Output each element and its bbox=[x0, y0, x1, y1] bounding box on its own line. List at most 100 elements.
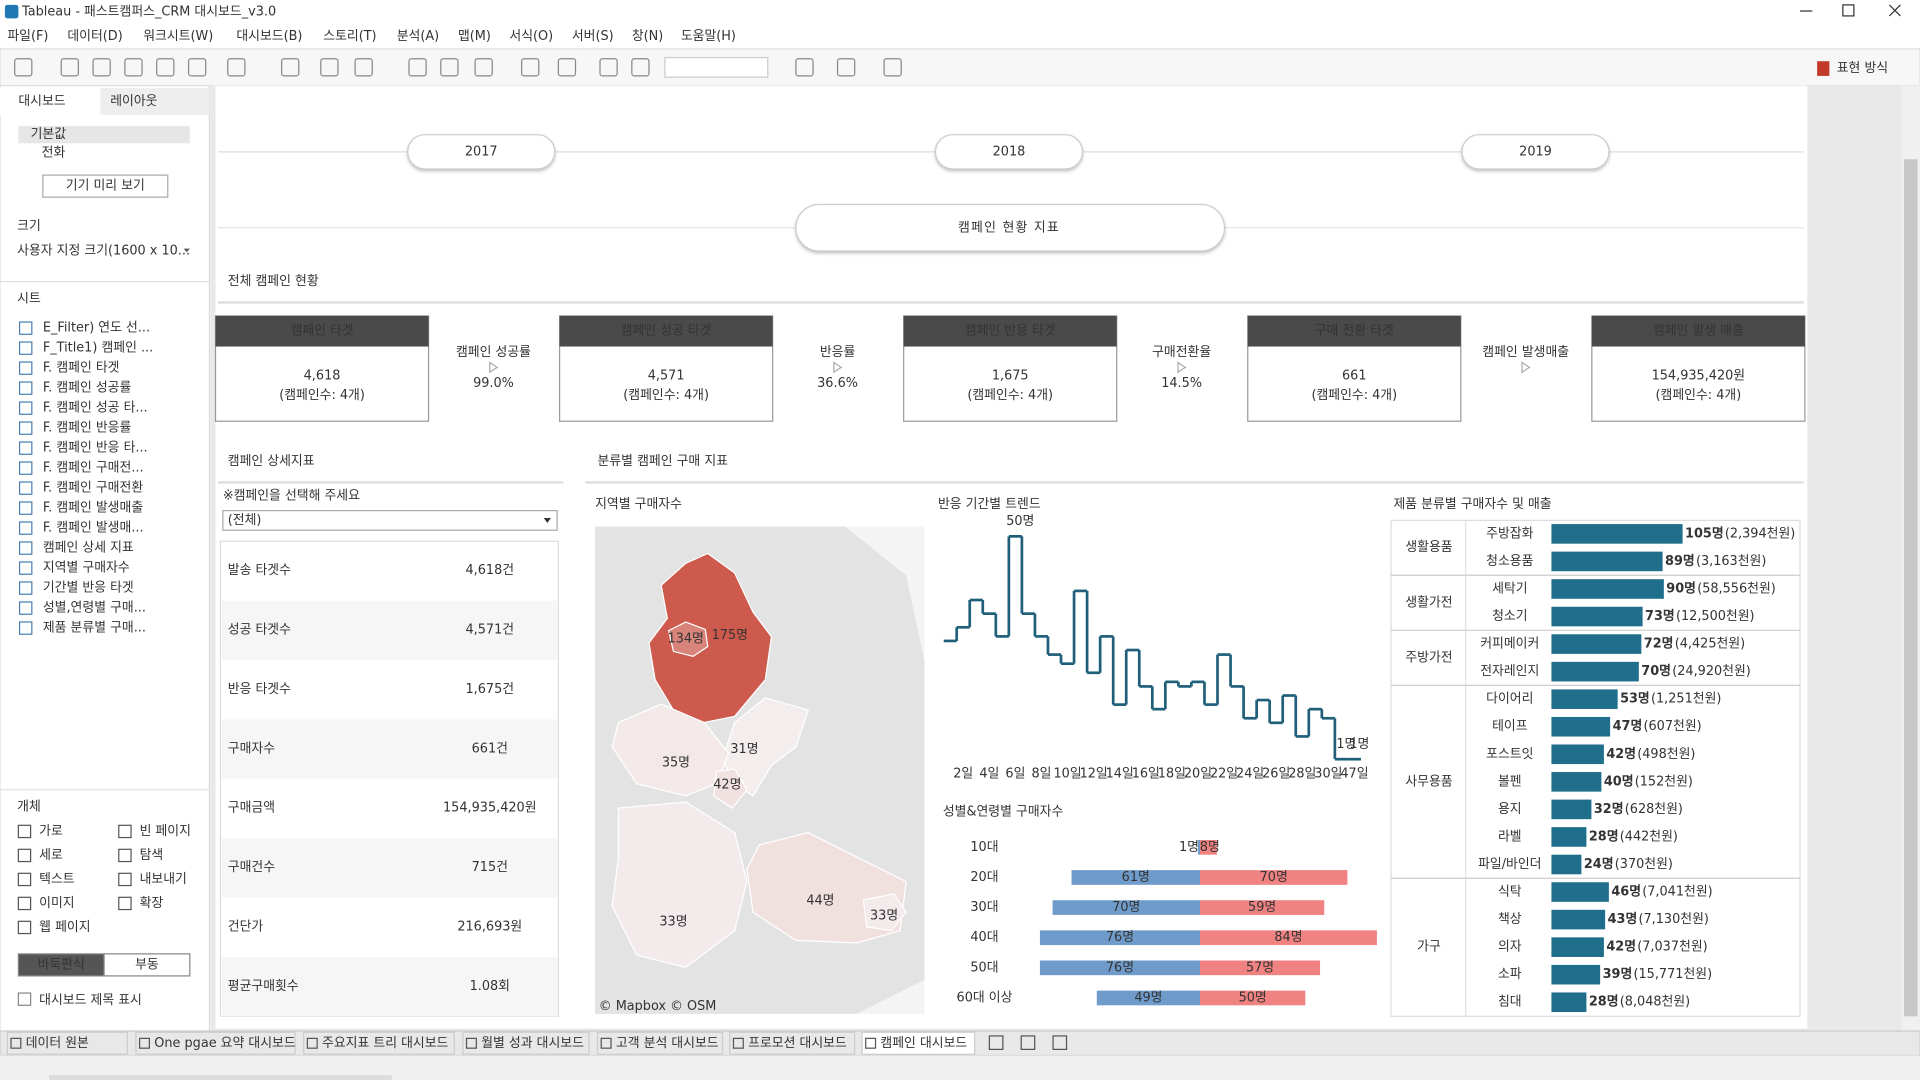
bar[interactable] bbox=[1551, 882, 1609, 902]
sidebar-tab[interactable]: 레이아웃 bbox=[110, 94, 157, 109]
map-region[interactable] bbox=[611, 801, 748, 969]
menu-item[interactable]: 서버(S) bbox=[572, 29, 614, 44]
toolbar-button[interactable] bbox=[14, 58, 33, 77]
sheet-item[interactable]: F. 캠페인 구매전환 bbox=[43, 481, 143, 496]
object-item[interactable]: 탐색 bbox=[140, 848, 164, 863]
bar[interactable] bbox=[1551, 772, 1602, 792]
sheet-tab-label[interactable]: 캠페인 대시보드 bbox=[880, 1036, 967, 1051]
toolbar-button[interactable] bbox=[60, 58, 79, 77]
year-filter-button[interactable] bbox=[1461, 134, 1610, 170]
toolbar-button[interactable] bbox=[156, 58, 175, 77]
map-region[interactable] bbox=[648, 552, 773, 724]
menu-item[interactable]: 서식(O) bbox=[509, 29, 553, 44]
object-item[interactable]: 확장 bbox=[140, 896, 164, 911]
menu-item[interactable]: 대시보드(B) bbox=[236, 29, 302, 44]
toolbar-button[interactable] bbox=[521, 58, 540, 77]
object-item[interactable]: 이미지 bbox=[39, 896, 74, 911]
map-region[interactable] bbox=[713, 768, 748, 809]
sheet-tab-label[interactable]: 월별 성과 대시보드 bbox=[481, 1036, 584, 1051]
toolbar-button[interactable] bbox=[320, 58, 339, 77]
toolbar-button[interactable] bbox=[124, 58, 143, 77]
bar[interactable] bbox=[1551, 606, 1643, 627]
toolbar-button[interactable] bbox=[599, 58, 618, 77]
preview-button[interactable] bbox=[42, 174, 169, 198]
menu-item[interactable]: 스토리(T) bbox=[323, 29, 376, 44]
bar[interactable] bbox=[1200, 840, 1217, 855]
toolbar-button[interactable] bbox=[631, 58, 650, 77]
bar[interactable] bbox=[1551, 854, 1582, 875]
bar[interactable] bbox=[1551, 799, 1592, 820]
bar[interactable] bbox=[1200, 990, 1306, 1006]
object-item[interactable]: 내보내기 bbox=[140, 872, 187, 887]
sidebar-tab[interactable]: 대시보드 bbox=[18, 94, 65, 109]
menu-item[interactable]: 분석(A) bbox=[397, 29, 439, 44]
sheet-tab-label[interactable]: 고객 분석 대시보드 bbox=[616, 1036, 719, 1051]
toolbar-button[interactable] bbox=[557, 58, 577, 77]
year-filter-button[interactable] bbox=[934, 134, 1084, 170]
bar[interactable] bbox=[1197, 840, 1200, 855]
menu-item[interactable]: 데이터(D) bbox=[67, 29, 122, 44]
bar[interactable] bbox=[1551, 551, 1663, 572]
toolbar-button[interactable] bbox=[187, 58, 207, 77]
sheet-item[interactable]: 성별,연령별 구매... bbox=[43, 601, 146, 616]
sheet-tab-label[interactable]: 프로모션 대시보드 bbox=[748, 1036, 847, 1051]
sheet-item[interactable]: F. 캠페인 타겟 bbox=[43, 361, 120, 376]
bar[interactable] bbox=[1551, 579, 1664, 599]
bar[interactable] bbox=[1200, 930, 1377, 946]
toolbar-button[interactable] bbox=[836, 58, 856, 77]
toolbar-button[interactable] bbox=[227, 58, 246, 77]
sheet-item[interactable]: F. 캠페인 반응 타... bbox=[43, 441, 148, 456]
bar[interactable] bbox=[1052, 900, 1200, 915]
sheet-tab[interactable] bbox=[303, 1031, 455, 1055]
bar[interactable] bbox=[1551, 744, 1604, 765]
bar[interactable] bbox=[1096, 990, 1200, 1006]
new-sheet-button[interactable] bbox=[1052, 1035, 1068, 1050]
toolbar-button[interactable] bbox=[474, 58, 493, 77]
sheet-item[interactable]: 제품 분류별 구매... bbox=[43, 621, 146, 636]
toolbar-button[interactable] bbox=[408, 58, 427, 77]
toolbar-dropdown[interactable] bbox=[664, 56, 769, 78]
sheet-item[interactable]: 기간별 반응 타겟 bbox=[43, 581, 134, 596]
sheet-tab[interactable] bbox=[6, 1031, 128, 1055]
bar[interactable] bbox=[1551, 992, 1587, 1013]
device-option[interactable]: 기본값 bbox=[31, 127, 67, 142]
size-dropdown[interactable]: 사용자 지정 크기(1600 x 10... bbox=[17, 244, 190, 259]
sheet-item[interactable]: F. 캠페인 성공 타... bbox=[43, 401, 148, 416]
sheet-item[interactable]: 지역별 구매자수 bbox=[43, 561, 130, 576]
bar[interactable] bbox=[1071, 870, 1200, 885]
toolbar-button[interactable] bbox=[883, 58, 902, 77]
sheet-tab-label[interactable]: 주요지표 트리 대시보드 bbox=[322, 1036, 449, 1051]
bar[interactable] bbox=[1200, 960, 1321, 976]
sheet-item[interactable]: F. 캠페인 성공률 bbox=[43, 381, 132, 396]
campaign-filter[interactable] bbox=[222, 510, 558, 531]
object-item[interactable]: 텍스트 bbox=[39, 872, 75, 887]
bar[interactable] bbox=[1551, 964, 1601, 985]
menu-item[interactable]: 도움말(H) bbox=[681, 29, 736, 44]
scrollbar-thumb[interactable] bbox=[1904, 159, 1918, 1017]
new-sheet-button[interactable] bbox=[988, 1035, 1004, 1050]
sheet-tab[interactable] bbox=[135, 1031, 296, 1055]
bar[interactable] bbox=[1200, 870, 1348, 885]
sheet-tab[interactable] bbox=[861, 1031, 976, 1055]
toolbar-button[interactable] bbox=[354, 58, 373, 77]
bar[interactable] bbox=[1551, 716, 1611, 737]
object-item[interactable]: 웹 페이지 bbox=[39, 920, 90, 935]
sheet-tab-label[interactable]: One pgae 요약 대시보드 bbox=[154, 1036, 296, 1051]
sheet-tab[interactable] bbox=[462, 1031, 590, 1055]
bar[interactable] bbox=[1551, 937, 1604, 957]
year-filter-button[interactable] bbox=[407, 134, 556, 170]
bar[interactable] bbox=[1039, 960, 1200, 976]
checkbox[interactable] bbox=[17, 992, 32, 1006]
sheet-tab[interactable] bbox=[596, 1031, 724, 1055]
bar[interactable] bbox=[1551, 689, 1618, 709]
map-region[interactable] bbox=[721, 697, 809, 797]
map-region[interactable] bbox=[667, 621, 709, 657]
bar[interactable] bbox=[1551, 827, 1587, 847]
toolbar-button[interactable] bbox=[281, 58, 300, 77]
sheet-tab-label[interactable]: 데이터 원본 bbox=[26, 1036, 89, 1051]
bar[interactable] bbox=[1200, 900, 1325, 915]
sheet-item[interactable]: F. 캠페인 반응률 bbox=[43, 421, 132, 436]
sheet-item[interactable]: F. 캠페인 발생매... bbox=[43, 521, 144, 536]
new-sheet-button[interactable] bbox=[1020, 1035, 1036, 1050]
bar[interactable] bbox=[1039, 930, 1200, 946]
